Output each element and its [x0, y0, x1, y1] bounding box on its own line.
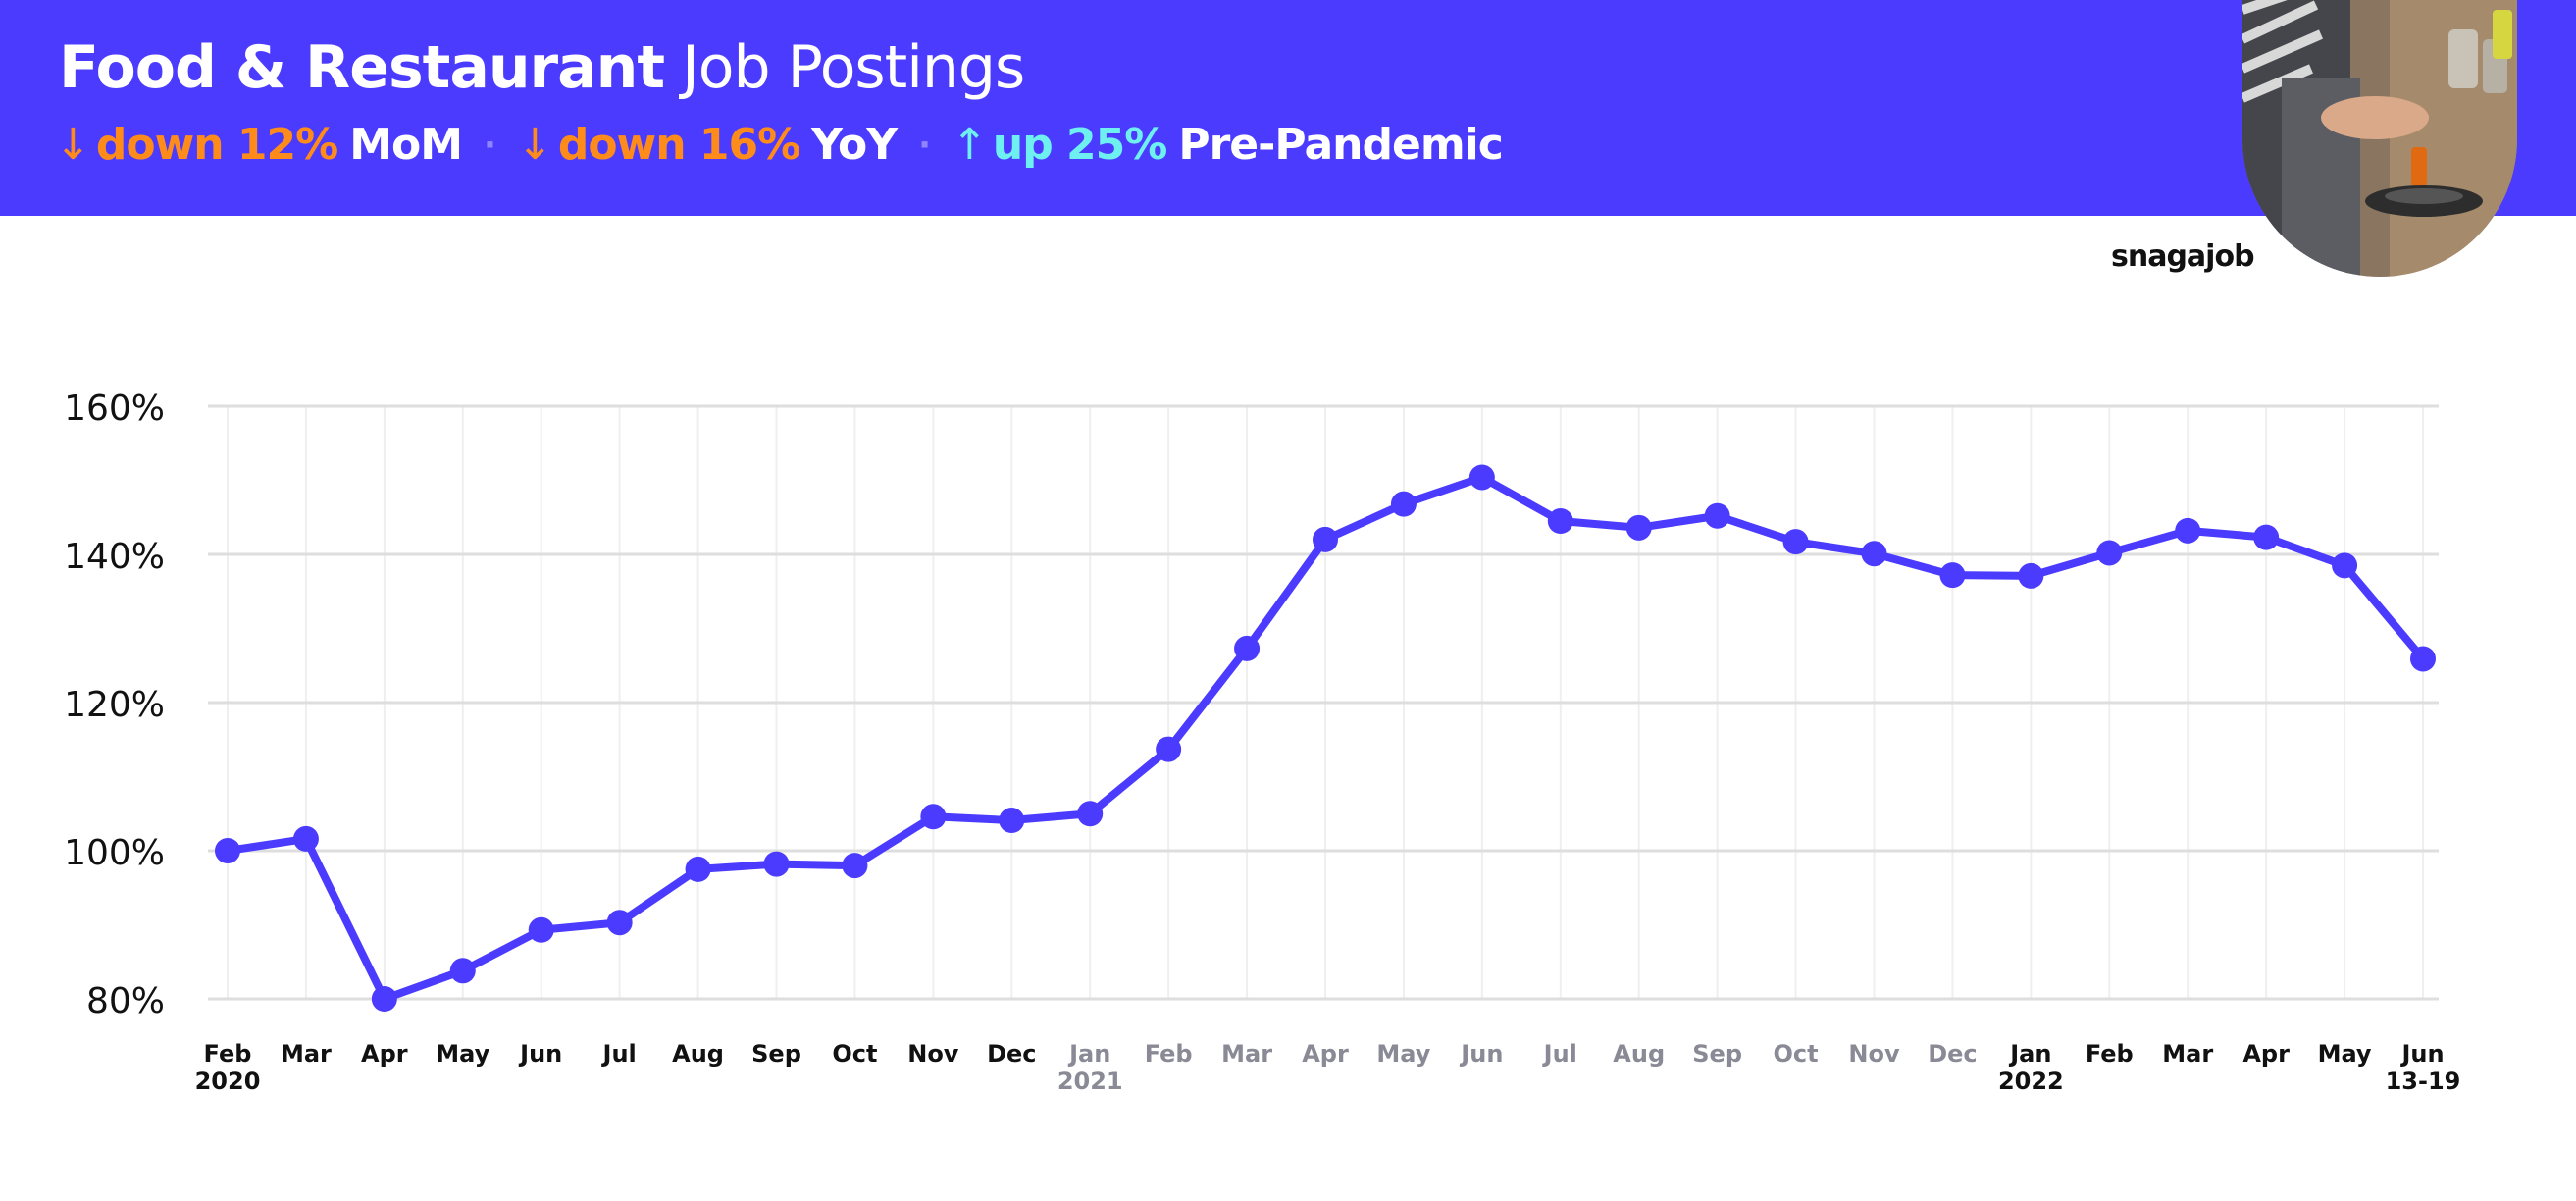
- title-light: Job Postings: [682, 33, 1025, 102]
- x-tick-label: Mar: [1221, 1040, 1272, 1068]
- title-bold: Food & Restaurant: [59, 33, 665, 102]
- data-point: [1234, 635, 1261, 661]
- x-tick-sublabel: 2020: [195, 1068, 261, 1095]
- data-point: [842, 853, 868, 879]
- stat-mom: ↓ down 12% MoM: [55, 120, 463, 170]
- stats-row: ↓ down 12% MoM · ↓ down 16% YoY · ↑ up 2…: [55, 120, 1504, 170]
- x-tick-label: Mar: [2162, 1040, 2213, 1068]
- arrow-down-icon: ↓: [55, 120, 91, 170]
- x-tick-label: Apr: [1302, 1040, 1349, 1068]
- stat-yoy-label: YoY: [811, 120, 898, 170]
- data-point: [1313, 526, 1338, 552]
- arrow-up-icon: ↑: [952, 120, 988, 170]
- stat-prepandemic-label: Pre-Pandemic: [1178, 120, 1503, 170]
- data-point: [999, 808, 1025, 834]
- x-tick-label: Apr: [361, 1040, 408, 1068]
- x-tick-sublabel: 2021: [1057, 1068, 1123, 1095]
- data-point: [371, 986, 397, 1012]
- x-tick-label: Dec: [1928, 1040, 1977, 1068]
- x-tick-label: Aug: [672, 1040, 724, 1068]
- data-point: [215, 838, 240, 863]
- x-tick-label: Jan: [2008, 1040, 2051, 1068]
- x-tick-label: Nov: [1848, 1040, 1900, 1068]
- data-point: [763, 851, 790, 877]
- x-tick-label: Sep: [751, 1040, 801, 1068]
- stat-mom-label: MoM: [349, 120, 463, 170]
- x-tick-label: Mar: [281, 1040, 332, 1068]
- data-point: [1468, 464, 1495, 491]
- data-point: [1939, 562, 1966, 589]
- x-tick-label: Feb: [2086, 1040, 2134, 1068]
- data-point: [606, 910, 633, 936]
- x-tick-label: Jan: [1067, 1040, 1110, 1068]
- stat-yoy: ↓ down 16% YoY: [516, 120, 898, 170]
- x-tick-label: May: [1376, 1040, 1430, 1068]
- data-point: [2253, 524, 2280, 550]
- x-tick-label: Oct: [832, 1040, 877, 1068]
- x-tick-label: Sep: [1692, 1040, 1742, 1068]
- data-point: [2175, 517, 2201, 544]
- arrow-down-icon: ↓: [516, 120, 553, 170]
- x-tick-label: May: [2318, 1040, 2372, 1068]
- data-point: [1625, 514, 1652, 541]
- separator-dot: ·: [918, 125, 931, 165]
- data-point: [2410, 646, 2436, 672]
- data-point: [920, 804, 947, 830]
- separator-dot: ·: [484, 125, 496, 165]
- x-tick-label: Aug: [1613, 1040, 1665, 1068]
- page-title: Food & Restaurant Job Postings: [59, 33, 1025, 102]
- data-point: [1782, 529, 1809, 555]
- x-tick-label: Nov: [907, 1040, 959, 1068]
- x-tick-label: Jul: [1542, 1040, 1577, 1068]
- data-point: [1077, 801, 1104, 827]
- data-point: [449, 958, 476, 984]
- data-point: [528, 916, 554, 943]
- y-tick-label: 80%: [86, 981, 165, 1021]
- x-tick-label: Jun: [518, 1040, 562, 1068]
- x-tick-sublabel: 13-19: [2386, 1068, 2461, 1095]
- x-tick-label: Feb: [204, 1040, 252, 1068]
- y-tick-label: 160%: [64, 389, 165, 429]
- data-point: [1156, 736, 1182, 762]
- data-point: [2096, 540, 2123, 566]
- stat-prepandemic: ↑ up 25% Pre-Pandemic: [952, 120, 1504, 170]
- x-tick-label: Oct: [1774, 1040, 1819, 1068]
- data-point: [1547, 508, 1573, 535]
- x-tick-label: Dec: [987, 1040, 1036, 1068]
- data-point: [292, 825, 319, 852]
- x-tick-label: May: [436, 1040, 489, 1068]
- x-tick-label: Jul: [601, 1040, 637, 1068]
- data-point: [2018, 562, 2044, 589]
- header-banner: [0, 0, 2576, 216]
- y-tick-label: 120%: [64, 685, 165, 725]
- data-point: [1390, 491, 1417, 517]
- y-tick-label: 140%: [64, 537, 165, 577]
- x-tick-label: Jun: [2399, 1040, 2444, 1068]
- stat-prepandemic-value: up 25%: [992, 120, 1167, 170]
- snagajob-logo: snagajob: [2111, 239, 2255, 274]
- stat-yoy-value: down 16%: [557, 120, 800, 170]
- data-point: [1704, 502, 1730, 529]
- data-point: [685, 856, 711, 882]
- y-tick-label: 100%: [64, 833, 165, 873]
- stat-mom-value: down 12%: [95, 120, 338, 170]
- x-tick-sublabel: 2022: [1998, 1068, 2064, 1095]
- data-point: [1861, 541, 1887, 567]
- x-tick-label: Jun: [1459, 1040, 1503, 1068]
- x-tick-label: Apr: [2242, 1040, 2290, 1068]
- data-point: [2332, 552, 2358, 579]
- x-tick-label: Feb: [1145, 1040, 1193, 1068]
